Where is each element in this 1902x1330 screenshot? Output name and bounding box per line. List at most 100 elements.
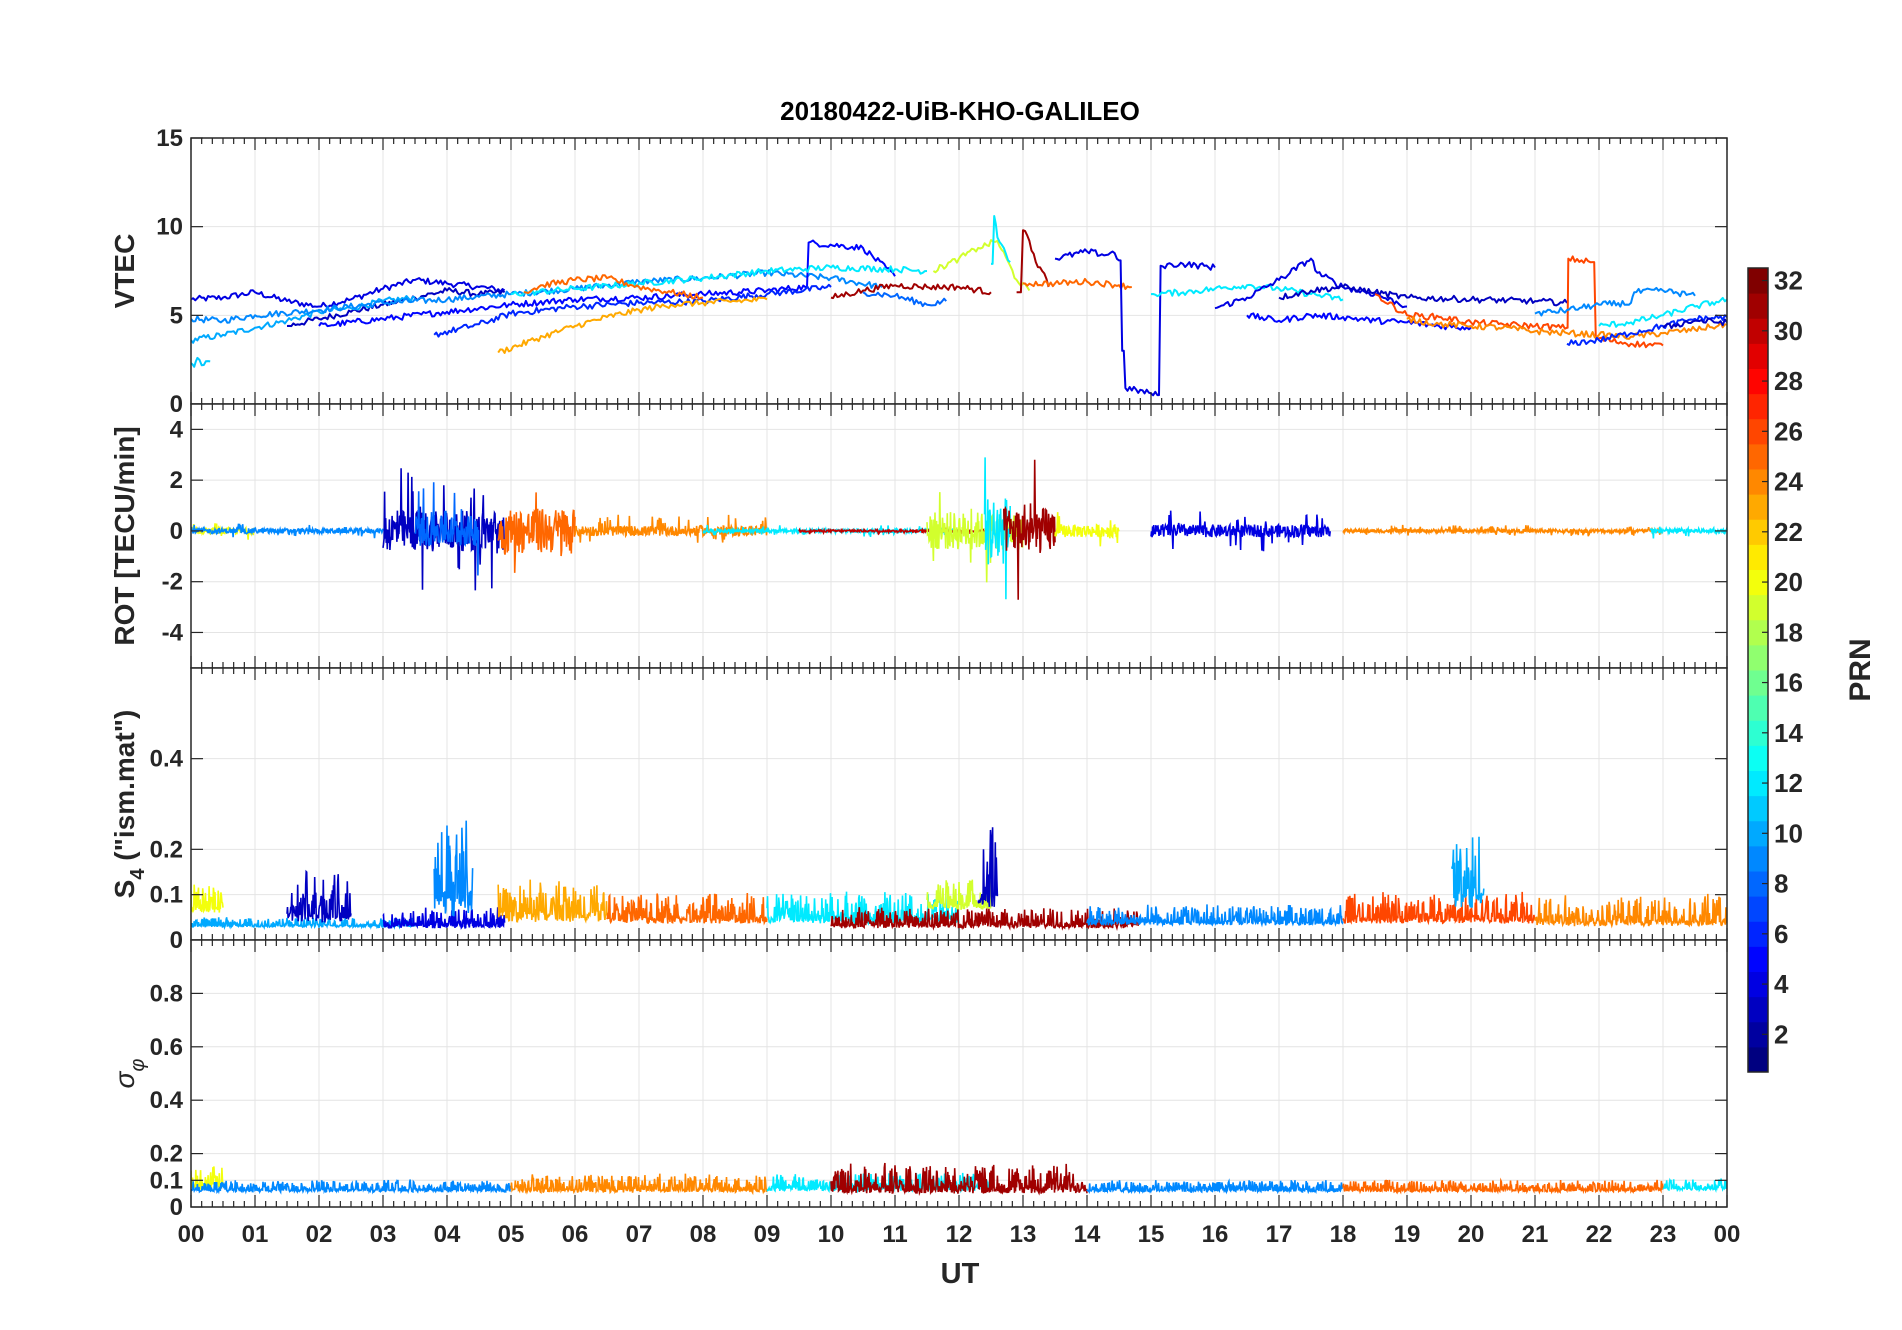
y-tick-label: 0 (170, 518, 183, 545)
colorbar-tick-label: 28 (1774, 366, 1803, 396)
colorbar-tick-label: 6 (1774, 919, 1788, 949)
colorbar-tick-label: 8 (1774, 869, 1788, 899)
series-line-prn-9 (191, 1179, 512, 1195)
y-tick-label: 0.6 (150, 1034, 183, 1061)
colorbar-band (1748, 544, 1768, 570)
colorbar-tick-label: 16 (1774, 668, 1803, 698)
colorbar-label: PRN (1844, 638, 1877, 701)
colorbar-band (1748, 670, 1768, 696)
series-line-prn-6 (433, 283, 832, 338)
series-line-prn-12 (766, 891, 960, 926)
series-line-prn-24 (510, 1173, 768, 1196)
y-axis-label-main: σ (109, 1070, 140, 1088)
y-tick-label: 5 (170, 302, 183, 329)
colorbar-band (1748, 695, 1768, 721)
y-axis-label: ROT [TECU/min] (109, 426, 140, 645)
y-tick-label: 0.4 (150, 746, 184, 773)
chart-title: 20180422-UiB-KHO-GALILEO (780, 96, 1140, 126)
series-line-prn-19 (926, 879, 992, 911)
colorbar-band (1748, 443, 1768, 470)
series-line-prn-25 (606, 892, 768, 926)
x-tick-label: 11 (882, 1221, 907, 1248)
colorbar-band (1748, 1046, 1768, 1073)
colorbar-band (1748, 494, 1768, 520)
series-line-prn-20 (191, 884, 224, 914)
colorbar-band (1748, 343, 1768, 369)
x-tick-label: 14 (1074, 1221, 1101, 1248)
series-line-prn-8 (862, 291, 947, 308)
series-line-prn-12 (510, 264, 928, 297)
colorbar-band (1748, 1021, 1768, 1048)
y-tick-label: 4 (170, 416, 184, 443)
colorbar-band (1748, 268, 1768, 294)
colorbar-tick-label: 20 (1774, 567, 1803, 597)
series-line-prn-11 (191, 356, 211, 368)
panel-data (191, 1162, 1727, 1197)
y-tick-label: 0.8 (150, 980, 183, 1007)
colorbar-band (1748, 644, 1768, 671)
colorbar-band (1748, 720, 1768, 746)
x-tick-label: 15 (1138, 1221, 1165, 1248)
colorbar-band (1748, 619, 1768, 646)
series-line-prn-12 (1598, 296, 1727, 328)
y-tick-label: 0.2 (150, 1141, 183, 1168)
colorbar-tick-label: 24 (1774, 467, 1803, 497)
panel-4: 00.10.2 0.4 0.6 0.8 σφ (109, 939, 1728, 1221)
colorbar-band (1748, 996, 1768, 1023)
x-tick-label: 16 (1202, 1221, 1229, 1248)
x-axis: 00 01 02 03 04 05 06 07 08 09 10 11 12 13 14 15 16 17 18 19… (178, 1221, 1741, 1248)
series-line-prn-8 (414, 482, 480, 576)
colorbar-band (1748, 946, 1768, 972)
x-tick-label: 03 (370, 1221, 397, 1248)
y-axis-label-main: S (109, 880, 140, 899)
series-line-prn-25 (1022, 277, 1132, 290)
series-line-prn-24 (1534, 893, 1727, 929)
series-line-prn-9 (1086, 904, 1344, 928)
colorbar-band (1748, 469, 1768, 495)
x-tick-label: 08 (690, 1221, 717, 1248)
x-tick-label: 05 (498, 1221, 525, 1248)
colorbar-band (1748, 795, 1768, 822)
panel-3: 00.10.20.4S4 ("ism.mat") (109, 667, 1728, 954)
series-line-prn-12 (983, 457, 1011, 600)
x-tick-label: 07 (626, 1221, 653, 1248)
x-tick-label: 20 (1458, 1221, 1485, 1248)
series-line-prn-9 (433, 820, 474, 917)
y-tick-label: 0 (170, 391, 183, 418)
colorbar-band (1748, 594, 1768, 621)
x-tick-label: 09 (754, 1221, 781, 1248)
series-line-prn-31 (1003, 459, 1056, 600)
x-tick-label: 13 (1010, 1221, 1037, 1248)
colorbar-tick-label: 12 (1774, 768, 1803, 798)
x-tick-label: 19 (1394, 1221, 1421, 1248)
series-line-prn-31 (830, 907, 1139, 931)
y-axis-label: S4 ("ism.mat") (109, 710, 149, 899)
x-tick-label: 02 (306, 1221, 333, 1248)
x-tick-label: 12 (946, 1221, 973, 1248)
y-axis-label: σφ (109, 1059, 149, 1089)
colorbar-band (1748, 971, 1768, 998)
y-tick-label: 0 (170, 1194, 183, 1221)
colorbar-tick-label: 2 (1774, 1019, 1788, 1049)
x-axis-label: UT (941, 1258, 980, 1290)
colorbar-band (1748, 368, 1768, 395)
y-axis-label: VTEC (109, 234, 140, 309)
series-line-prn-9 (191, 269, 883, 324)
colorbar-band (1748, 745, 1768, 771)
series-line-prn-6 (1566, 314, 1727, 346)
colorbar-frame (1747, 267, 1769, 1073)
x-tick-label: 18 (1330, 1221, 1357, 1248)
series-line-prn-20 (1054, 512, 1120, 547)
series-line-prn-31 (830, 283, 992, 300)
series-line-prn-12 (1649, 525, 1727, 539)
colorbar-band (1748, 871, 1768, 897)
series-line-prn-9 (1086, 1178, 1344, 1195)
series-line-prn-9 (191, 523, 384, 539)
series-line-prn-9 (1534, 286, 1696, 317)
series-line-prn-4 (1054, 248, 1216, 397)
panel-data (191, 457, 1727, 600)
series-line-prn-4 (382, 907, 506, 930)
